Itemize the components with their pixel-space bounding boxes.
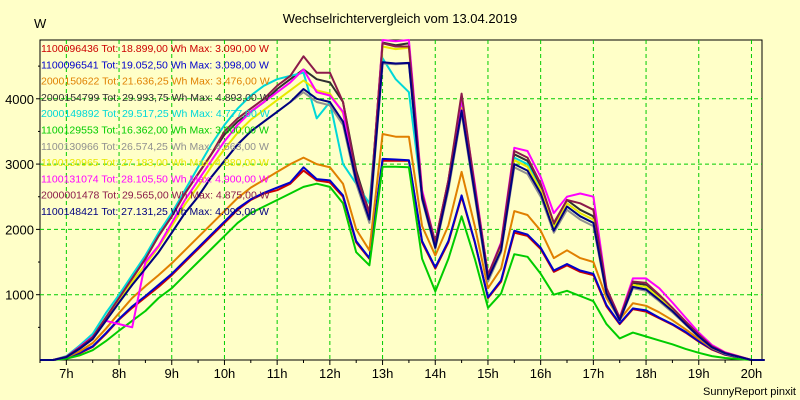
- series-line-8: [40, 39, 765, 361]
- legend-entry-10: 1100148421 Tot: 27.131,25 Wh Max: 4.095,…: [41, 206, 269, 218]
- series-line-10: [40, 61, 765, 361]
- legend-entry-0: 1100096436 Tot: 18.899,00 Wh Max: 3.090,…: [41, 43, 269, 55]
- legend-entry-4: 2000149892 Tot: 29.517,25 Wh Max: 4.777,…: [41, 108, 270, 120]
- x-tick-label: 19h: [688, 366, 710, 381]
- x-tick-label: 14h: [424, 366, 446, 381]
- series-lines: [40, 39, 765, 361]
- y-tick-label: 1000: [5, 288, 34, 303]
- x-tick-label: 17h: [583, 366, 605, 381]
- y-tick-label: 2000: [5, 222, 34, 237]
- x-tick-label: 11h: [267, 366, 288, 381]
- plot-frame: [39, 39, 763, 361]
- axes: 7h 8h 9h 10h 11h 12h 13h 14h 15h 16h 17h 18h 19h 20h 1…: [5, 65, 763, 381]
- legend-entry-5: 1100129553 Tot: 16.362,00 Wh Max: 3.000,…: [41, 125, 269, 137]
- plot-area: 7h 8h 9h 10h 11h 12h 13h 14h 15h 16h 17h 18h 19h 20h 1…: [5, 39, 765, 381]
- series-line-9: [40, 42, 765, 361]
- legend-entry-8: 1100131074 Tot: 28.105,50 Wh Max: 4.900,…: [41, 173, 269, 185]
- x-tick-label: 18h: [635, 366, 657, 381]
- legend-entry-1: 1100096541 Tot: 19.052,50 Wh Max: 3.098,…: [41, 59, 269, 71]
- footer-credit: SunnyReport pinxit: [703, 386, 796, 398]
- legend: 1100096436 Tot: 18.899,00 Wh Max: 3.090,…: [41, 43, 270, 218]
- y-tick-label: 3000: [5, 157, 34, 172]
- x-tick-label: 9h: [165, 366, 179, 381]
- legend-entry-6: 1100130966 Tot: 26.574,25 Wh Max: 4.563,…: [41, 141, 269, 153]
- x-tick-label: 16h: [530, 366, 552, 381]
- y-tick-label: 4000: [5, 92, 34, 107]
- x-tick-label: 10h: [214, 366, 236, 381]
- chart-title: Wechselrichtervergleich vom 13.04.2019: [283, 11, 518, 26]
- x-tick-label: 7h: [59, 366, 73, 381]
- series-line-2: [40, 133, 765, 361]
- x-tick-label: 12h: [319, 366, 341, 381]
- x-tick-label: 8h: [112, 366, 126, 381]
- y-axis-label: W: [34, 16, 47, 31]
- x-tick-label: 20h: [741, 366, 763, 381]
- x-tick-label: 13h: [372, 366, 394, 381]
- legend-entry-9: 2000001478 Tot: 29.565,00 Wh Max: 4.875,…: [41, 190, 270, 202]
- series-line-1: [40, 157, 765, 361]
- x-tick-label: 15h: [477, 366, 499, 381]
- series-line-5: [40, 165, 765, 361]
- legend-entry-7: 1100130965 Tot: 27.183,00 Wh Max: 4.880,…: [41, 157, 269, 169]
- legend-entry-2: 2000150622 Tot: 21.636,25 Wh Max: 3.476,…: [41, 76, 270, 88]
- legend-entry-3: 2000154799 Tot: 29.993,75 Wh Max: 4.893,…: [41, 92, 270, 104]
